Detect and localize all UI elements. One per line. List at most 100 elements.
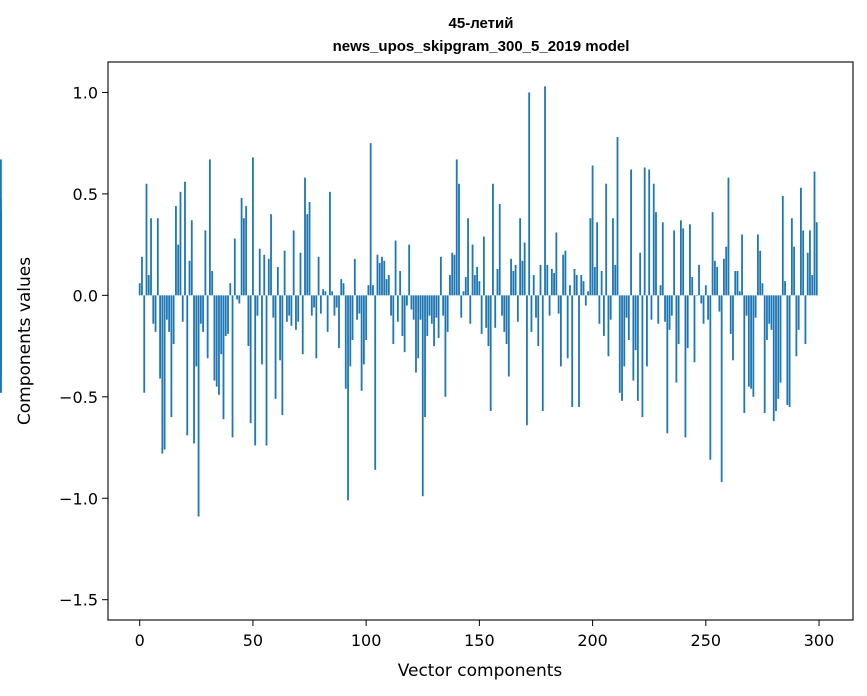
bar-58 (270, 214, 272, 296)
bar-59 (272, 295, 275, 318)
bar-289 (793, 246, 796, 296)
bar-24 (193, 295, 195, 444)
bar-192 (573, 268, 576, 296)
bar-213 (621, 295, 623, 401)
bar-228 (655, 212, 657, 296)
bar-127 (426, 295, 429, 336)
bar-242 (686, 295, 689, 349)
bar-105 (376, 254, 379, 296)
bar-161 (503, 295, 506, 332)
bar-272 (754, 295, 757, 318)
bar-158 (496, 268, 499, 296)
x-tick-label: 200 (577, 631, 608, 650)
bar-22 (188, 260, 191, 296)
bar-137 (449, 275, 451, 296)
bar-97 (358, 295, 361, 314)
bar-226 (650, 295, 653, 320)
bar-211 (616, 137, 619, 296)
bar-80 (319, 295, 322, 314)
bar-291 (797, 295, 800, 330)
bar-220 (636, 295, 639, 401)
bar-212 (618, 295, 621, 393)
bar-154 (487, 295, 490, 347)
x-tick-label: 250 (691, 631, 722, 650)
bar-98 (360, 295, 363, 391)
bar-189 (566, 295, 569, 359)
bar-285 (784, 281, 786, 296)
bar-197 (584, 295, 587, 306)
bar-165 (512, 271, 515, 296)
bar-5 (150, 218, 152, 296)
bar-10 (161, 295, 164, 454)
bar-23 (190, 220, 193, 296)
bar-82 (324, 291, 327, 296)
bar-84 (329, 191, 331, 296)
bar-15 (172, 295, 175, 345)
bar-279 (770, 295, 773, 330)
bar-185 (557, 295, 560, 314)
bar-87 (335, 295, 338, 308)
bar-250 (704, 285, 707, 296)
bar-88 (338, 295, 340, 349)
bar-278 (768, 295, 771, 324)
bar-4 (147, 275, 150, 296)
chart-title-line-2: news_upos_skipgram_300_5_2019 model (333, 38, 630, 55)
bar-121 (412, 295, 415, 320)
bar-104 (374, 295, 377, 470)
bar-66 (288, 295, 291, 316)
bar-157 (494, 295, 497, 328)
bar-175 (535, 295, 537, 318)
bar-240 (682, 228, 685, 296)
bar-56 (265, 295, 268, 446)
bar-290 (795, 295, 798, 357)
bar-115 (399, 271, 402, 296)
bar-41 (231, 295, 234, 438)
bar-168 (519, 218, 522, 296)
bar-51 (254, 295, 257, 446)
bar-149 (476, 266, 479, 296)
bar-125 (421, 295, 424, 497)
bar-294 (804, 295, 807, 345)
bar-227 (652, 183, 655, 296)
bar-111 (390, 295, 392, 316)
bar-series (0, 86, 818, 517)
bar-195 (580, 275, 583, 296)
bar-245 (693, 295, 696, 363)
bar-8 (156, 218, 159, 296)
bar-52 (256, 295, 259, 316)
bar-214 (623, 295, 626, 367)
bar-269 (747, 295, 750, 387)
x-tick-label: 0 (135, 631, 145, 650)
bar-148 (473, 275, 476, 296)
bar-2 (143, 295, 146, 393)
bar-284 (781, 195, 784, 296)
x-tick-label: 150 (464, 631, 495, 650)
x-tick-label: 100 (351, 631, 382, 650)
bar-132 (437, 295, 440, 338)
bar-232 (664, 295, 666, 322)
bar-146 (469, 295, 472, 324)
bar-196 (582, 281, 585, 296)
bar-186 (559, 295, 562, 367)
bar-61 (276, 266, 279, 296)
bar-122 (415, 295, 417, 373)
bar-238 (677, 295, 680, 345)
bar-256 (718, 295, 721, 312)
bar-210 (614, 264, 617, 296)
bar-187 (562, 254, 565, 296)
bar-170 (523, 242, 526, 296)
bar-130 (433, 295, 435, 347)
bar-243 (689, 224, 691, 296)
bar-247 (698, 264, 700, 296)
bar-0 (138, 283, 141, 296)
bar-74 (306, 214, 309, 296)
bar-265 (738, 291, 741, 296)
bar-153 (485, 295, 488, 328)
bar-261 (729, 295, 732, 334)
bar-296 (809, 230, 811, 296)
bar-94 (351, 295, 354, 340)
bar-27 (199, 295, 202, 324)
bar-25 (195, 295, 198, 367)
bar-7 (154, 295, 157, 332)
